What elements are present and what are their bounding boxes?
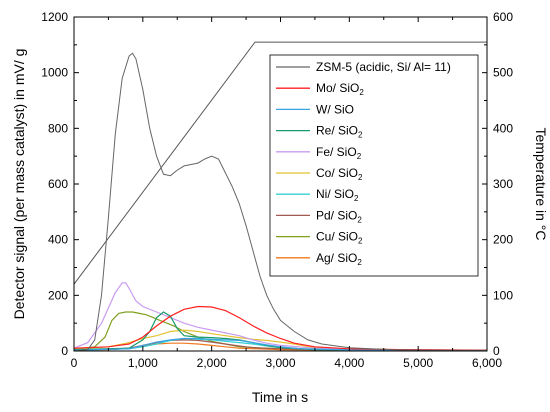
y-tick-label: 400 <box>48 233 68 247</box>
y2-tick-label: 400 <box>493 121 513 135</box>
x-tick-label: 6,000 <box>472 356 502 370</box>
legend-label-re-sio2: Re/ SiO2 <box>316 124 363 140</box>
legend-label-ag-sio2: Ag/ SiO2 <box>316 251 362 267</box>
series-line-re-sio2 <box>73 311 488 351</box>
ticks-layer: 0 1,000 2,000 3,000 4,000 5,000 6,000020040060… <box>41 10 513 370</box>
legend-label-mo-sio2: Mo/ SiO2 <box>316 81 364 97</box>
legend-label-pd-sio2: Pd/ SiO2 <box>316 208 362 224</box>
temperature-line <box>73 41 487 285</box>
series-line-w-sio <box>73 337 488 351</box>
y2-tick-label: 0 <box>493 344 500 358</box>
series-line-zsm-5-acidic-si-al-11 <box>73 52 488 352</box>
y-tick-label: 1000 <box>41 66 68 80</box>
y-tick-label: 0 <box>61 344 68 358</box>
legend-label-w-sio: W/ SiO <box>316 102 354 116</box>
y-tick-label: 800 <box>48 121 68 135</box>
y2-axis-label: Temperature in °C <box>533 128 549 241</box>
legend-label-zsm-5-acidic-si-al-11: ZSM-5 (acidic, Si/ Al= 11) <box>316 60 451 74</box>
x-tick-label: 2,000 <box>197 356 227 370</box>
y-tick-label: 200 <box>48 288 68 302</box>
x-tick-label: 0 <box>71 356 78 370</box>
legend-label-fe-sio2: Fe/ SiO2 <box>316 145 362 161</box>
y-tick-label: 600 <box>48 177 68 191</box>
y2-tick-label: 500 <box>493 66 513 80</box>
x-tick-label: 3,000 <box>265 356 295 370</box>
y2-tick-label: 200 <box>493 233 513 247</box>
y2-tick-label: 100 <box>493 288 513 302</box>
series-line-co-sio2 <box>73 329 488 351</box>
y-tick-label: 1200 <box>41 10 68 24</box>
x-axis-label: Time in s <box>252 389 308 405</box>
legend-label-ni-sio2: Ni/ SiO2 <box>316 187 359 203</box>
y-axis-label: Detector signal (per mass catalyst) in m… <box>11 49 27 320</box>
legend-box <box>269 54 479 277</box>
legend-label-cu-sio2: Cu/ SiO2 <box>316 230 363 246</box>
series-line-mo-sio2 <box>73 305 488 351</box>
x-tick-label: 4,000 <box>334 356 364 370</box>
series-layer <box>73 41 488 352</box>
series-line-fe-sio2 <box>73 282 488 351</box>
legend: ZSM-5 (acidic, Si/ Al= 11) Mo/ SiO2 W/ SiO… <box>269 54 479 277</box>
legend-label-co-sio2: Co/ SiO2 <box>316 166 363 182</box>
x-tick-label: 5,000 <box>403 356 433 370</box>
y2-tick-label: 300 <box>493 177 513 191</box>
y2-tick-label: 600 <box>493 10 513 24</box>
x-tick-label: 1,000 <box>128 356 158 370</box>
